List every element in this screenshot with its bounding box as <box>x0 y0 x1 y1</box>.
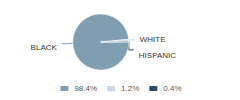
svg-text:WHITE: WHITE <box>140 35 166 44</box>
svg-text:BLACK: BLACK <box>31 43 58 52</box>
svg-text:0.4%: 0.4% <box>163 84 181 93</box>
svg-text:HISPANIC: HISPANIC <box>139 51 176 60</box>
svg-text:98.4%: 98.4% <box>74 84 97 93</box>
svg-text:1.2%: 1.2% <box>121 84 139 93</box>
